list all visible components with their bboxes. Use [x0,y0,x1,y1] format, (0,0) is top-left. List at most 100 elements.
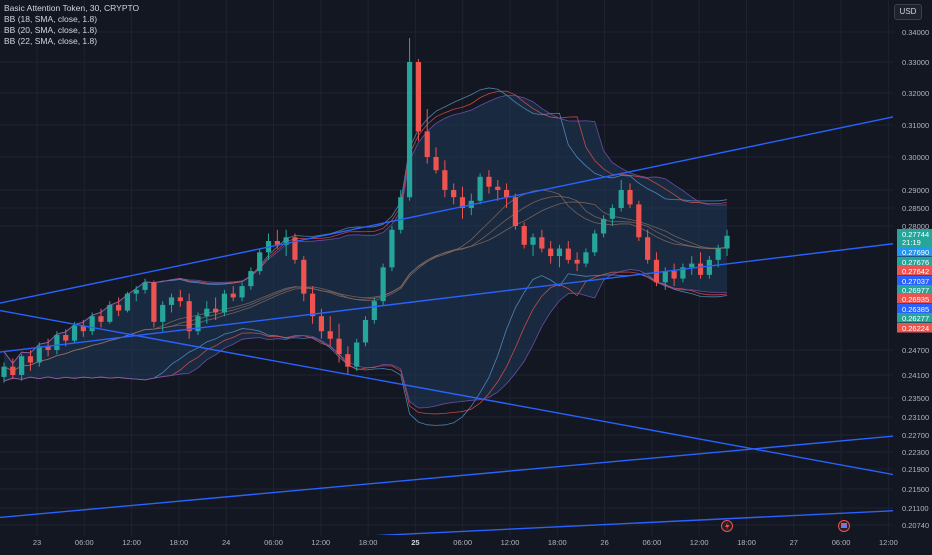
lightning-glyph [725,522,730,531]
candle-body [495,186,501,190]
candle-body [406,62,413,198]
candle-body [248,271,254,287]
candle-body [336,338,342,355]
candle-body [653,259,660,283]
indicator-price-label: 0.26977 [902,286,929,295]
time-tick-label: 18:00 [359,538,378,547]
trendline [0,108,932,304]
indicator-price-label: 0.27676 [902,258,929,267]
candle-body [680,267,686,279]
candle-body [459,197,466,208]
indicator-price-box [897,285,932,295]
candle-body [89,316,95,332]
candle-body [213,308,219,313]
indicator-price-label: 0.27642 [902,267,929,276]
trendline [0,432,932,519]
candle-body [362,319,369,343]
trendline [0,238,932,353]
time-tick-label: 25 [411,538,419,547]
currency-button[interactable]: USD [894,4,922,20]
price-tick-label: 0.23100 [902,413,929,422]
candle-body [204,308,210,317]
candles [1,38,730,383]
candle-body [503,190,510,198]
candle-body [221,293,228,313]
time-tick-label: 12:00 [690,538,709,547]
price-tick-label: 0.23500 [902,394,929,403]
time-tick-label: 18:00 [737,538,756,547]
legend-title: Basic Attention Token, 30, CRYPTO [4,3,140,13]
flag-event-icon [838,520,850,532]
candle-body [556,248,563,257]
time-tick-label: 12:00 [122,538,141,547]
lightning-event-icon [721,520,733,532]
trendlines [0,108,932,538]
candle-body [186,301,192,332]
trendline [339,508,932,538]
candle-body [530,237,536,245]
time-tick-label: 24 [222,538,230,547]
legend-bb-22: BB (22, SMA, close, 1.8) [4,36,98,46]
indicator-price-box [897,257,932,267]
candle-body [36,346,42,363]
candle-body [618,190,624,208]
price-tick-label: 0.28500 [902,204,929,213]
candle-body [230,293,236,298]
candle-body [371,301,377,320]
price-tick-label: 0.34000 [902,28,929,37]
indicator-price-box [897,266,932,276]
time-tick-label: 26 [600,538,608,547]
price-tick-label: 0.21500 [902,485,929,494]
indicator-price-label: 0.26277 [902,314,929,323]
candle-body [327,331,333,339]
candle-body [592,233,598,253]
chart-legend: Basic Attention Token, 30, CRYPTO BB (18… [4,3,139,47]
indicator-price-box [897,323,932,333]
price-tick-label: 0.21100 [902,504,929,513]
candle-body [548,248,554,257]
candle-body [63,334,69,341]
candle-body [283,237,289,245]
candle-body [521,226,527,245]
candle-body [177,297,183,302]
price-tick-label: 0.22700 [902,431,929,440]
price-tick-label: 0.20740 [902,521,929,530]
candle-body [380,267,386,302]
candle-body [486,176,492,187]
indicator-price-label: 0.26385 [902,305,929,314]
candle-body [107,304,113,322]
price-tick-label: 0.24100 [902,371,929,380]
candle-body [239,286,245,298]
candle-body [415,62,422,132]
last-price-label: 0.27744 [902,230,929,239]
time-tick-label: 06:00 [264,538,283,547]
candle-body [389,229,395,268]
candle-body [151,282,157,322]
indicator-price-label: 0.26224 [902,324,929,333]
candle-body [442,170,448,190]
time-tick-label: 18:00 [548,538,567,547]
candle-body [645,237,651,260]
candle-body [195,316,201,332]
candle-body [689,263,695,268]
time-tick-label: 12:00 [879,538,898,547]
indicator-price-label: 0.26935 [902,295,929,304]
candle-body [565,248,571,260]
flag-stripe [841,523,847,525]
candle-body [662,271,668,283]
time-tick-label: 06:00 [643,538,662,547]
candle-body [600,218,607,234]
candle-body [142,282,148,290]
indicator-price-label: 0.27690 [902,248,929,257]
candle-body [724,235,730,249]
price-tick-label: 0.32000 [902,89,929,98]
indicator-price-box [897,313,932,323]
time-axis-background [0,535,932,550]
time-tick-label: 06:00 [75,538,94,547]
candle-body [10,366,16,375]
time-tick-label: 06:00 [832,538,851,547]
time-tick-label: 18:00 [170,538,189,547]
candle-body [71,325,78,341]
